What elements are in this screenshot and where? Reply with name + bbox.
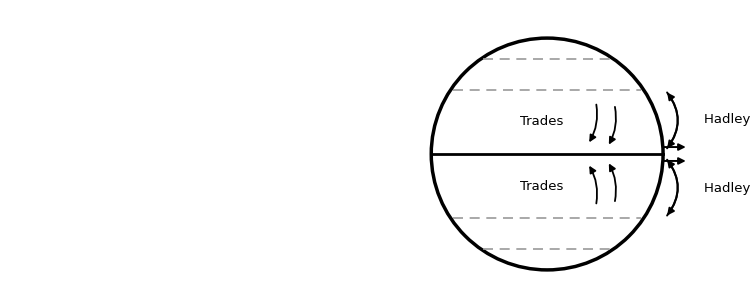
Text: Trades: Trades: [520, 180, 563, 193]
Text: Hadley cell: Hadley cell: [704, 113, 750, 126]
Text: Trades: Trades: [520, 115, 563, 128]
Text: Hadley cell: Hadley cell: [704, 182, 750, 195]
